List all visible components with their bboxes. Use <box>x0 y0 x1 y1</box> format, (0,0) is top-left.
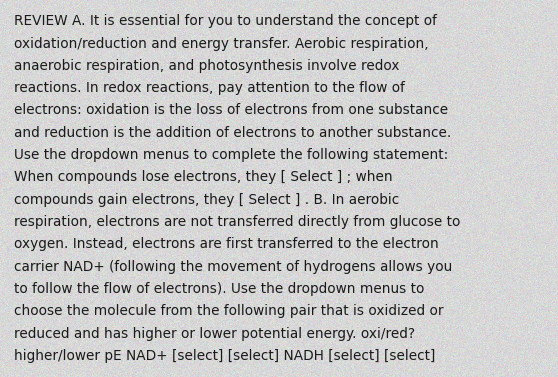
Text: oxygen. Instead, electrons are first transferred to the electron: oxygen. Instead, electrons are first tra… <box>14 238 439 251</box>
Text: electrons: oxidation is the loss of electrons from one substance: electrons: oxidation is the loss of elec… <box>14 103 448 118</box>
Text: Use the dropdown menus to complete the following statement:: Use the dropdown menus to complete the f… <box>14 148 448 162</box>
Text: REVIEW A. It is essential for you to understand the concept of: REVIEW A. It is essential for you to und… <box>14 14 437 28</box>
Text: carrier NAD+ (following the movement of hydrogens allows you: carrier NAD+ (following the movement of … <box>14 260 452 274</box>
Text: and reduction is the addition of electrons to another substance.: and reduction is the addition of electro… <box>14 126 451 140</box>
Text: choose the molecule from the following pair that is oxidized or: choose the molecule from the following p… <box>14 304 444 318</box>
Text: to follow the flow of electrons). Use the dropdown menus to: to follow the flow of electrons). Use th… <box>14 282 425 296</box>
Text: reactions. In redox reactions, pay attention to the flow of: reactions. In redox reactions, pay atten… <box>14 81 405 95</box>
Text: compounds gain electrons, they [ Select ] . B. In aerobic: compounds gain electrons, they [ Select … <box>14 193 400 207</box>
Text: When compounds lose electrons, they [ Select ] ; when: When compounds lose electrons, they [ Se… <box>14 170 393 184</box>
Text: respiration, electrons are not transferred directly from glucose to: respiration, electrons are not transferr… <box>14 215 460 229</box>
Text: oxidation/reduction and energy transfer. Aerobic respiration,: oxidation/reduction and energy transfer.… <box>14 37 429 51</box>
Text: reduced and has higher or lower potential energy. oxi/red?: reduced and has higher or lower potentia… <box>14 326 415 340</box>
Text: higher/lower pE NAD+ [select] [select] NADH [select] [select]: higher/lower pE NAD+ [select] [select] N… <box>14 349 435 363</box>
Text: anaerobic respiration, and photosynthesis involve redox: anaerobic respiration, and photosynthesi… <box>14 59 400 73</box>
